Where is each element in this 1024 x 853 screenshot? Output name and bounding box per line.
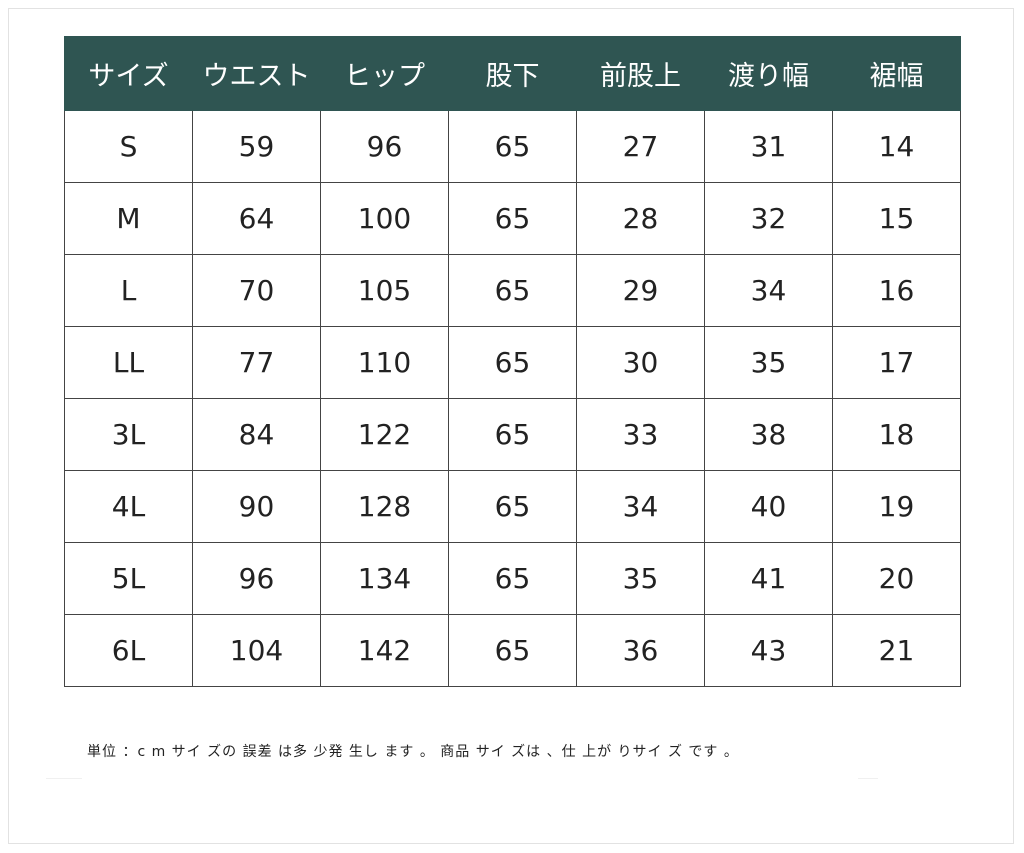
cell-hip: 110: [320, 326, 449, 399]
cell-inseam: 65: [448, 614, 577, 687]
table-row: LL 77 110 65 30 35 17: [64, 326, 961, 399]
header-row: サイズ ウエスト ヒップ 股下 前股上 渡り幅 裾幅: [64, 36, 961, 111]
cell-inseam: 65: [448, 398, 577, 471]
cell-hem-width: 20: [832, 542, 961, 615]
cell-size: LL: [64, 326, 193, 399]
header-front-rise: 前股上: [576, 36, 705, 111]
table-row: 5L 96 134 65 35 41 20: [64, 542, 961, 615]
cell-hip: 96: [320, 110, 449, 183]
divider-right: [858, 778, 878, 779]
cell-front-rise: 27: [576, 110, 705, 183]
cell-thigh-width: 35: [704, 326, 833, 399]
cell-hip: 105: [320, 254, 449, 327]
cell-waist: 104: [192, 614, 321, 687]
cell-front-rise: 33: [576, 398, 705, 471]
cell-thigh-width: 41: [704, 542, 833, 615]
page-frame: [8, 8, 1014, 844]
cell-hip: 122: [320, 398, 449, 471]
cell-front-rise: 34: [576, 470, 705, 543]
cell-front-rise: 36: [576, 614, 705, 687]
cell-front-rise: 35: [576, 542, 705, 615]
size-chart-table: サイズ ウエスト ヒップ 股下 前股上 渡り幅 裾幅 S 59 96 65 27 31 14…: [64, 36, 961, 687]
cell-waist: 84: [192, 398, 321, 471]
cell-size: 5L: [64, 542, 193, 615]
cell-inseam: 65: [448, 470, 577, 543]
cell-thigh-width: 34: [704, 254, 833, 327]
cell-hem-width: 14: [832, 110, 961, 183]
header-size: サイズ: [64, 36, 193, 111]
cell-waist: 64: [192, 182, 321, 255]
header-hip: ヒップ: [320, 36, 449, 111]
cell-hem-width: 18: [832, 398, 961, 471]
cell-waist: 70: [192, 254, 321, 327]
cell-thigh-width: 43: [704, 614, 833, 687]
cell-size: 6L: [64, 614, 193, 687]
cell-inseam: 65: [448, 254, 577, 327]
cell-thigh-width: 38: [704, 398, 833, 471]
cell-waist: 96: [192, 542, 321, 615]
header-hem-width: 裾幅: [832, 36, 961, 111]
cell-size: M: [64, 182, 193, 255]
table-row: 4L 90 128 65 34 40 19: [64, 470, 961, 543]
table-row: S 59 96 65 27 31 14: [64, 110, 961, 183]
unit-note: 単位 ：c m サイ ズの 誤差 は多 少発 生し ます 。 商品 サイ ズは …: [87, 744, 739, 760]
cell-size: S: [64, 110, 193, 183]
table-row: 6L 104 142 65 36 43 21: [64, 614, 961, 687]
cell-inseam: 65: [448, 182, 577, 255]
table-row: M 64 100 65 28 32 15: [64, 182, 961, 255]
cell-hem-width: 17: [832, 326, 961, 399]
header-inseam: 股下: [448, 36, 577, 111]
cell-thigh-width: 31: [704, 110, 833, 183]
cell-hip: 128: [320, 470, 449, 543]
cell-waist: 77: [192, 326, 321, 399]
cell-inseam: 65: [448, 110, 577, 183]
header-thigh-width: 渡り幅: [704, 36, 833, 111]
header-waist: ウエスト: [192, 36, 321, 111]
cell-hem-width: 19: [832, 470, 961, 543]
cell-size: L: [64, 254, 193, 327]
cell-hip: 134: [320, 542, 449, 615]
cell-front-rise: 30: [576, 326, 705, 399]
cell-thigh-width: 40: [704, 470, 833, 543]
cell-size: 4L: [64, 470, 193, 543]
cell-size: 3L: [64, 398, 193, 471]
cell-hem-width: 16: [832, 254, 961, 327]
cell-inseam: 65: [448, 542, 577, 615]
cell-inseam: 65: [448, 326, 577, 399]
table-row: L 70 105 65 29 34 16: [64, 254, 961, 327]
divider-left: [46, 778, 82, 779]
cell-hip: 142: [320, 614, 449, 687]
cell-thigh-width: 32: [704, 182, 833, 255]
cell-front-rise: 29: [576, 254, 705, 327]
cell-hem-width: 21: [832, 614, 961, 687]
cell-waist: 90: [192, 470, 321, 543]
table-row: 3L 84 122 65 33 38 18: [64, 398, 961, 471]
cell-front-rise: 28: [576, 182, 705, 255]
cell-waist: 59: [192, 110, 321, 183]
cell-hem-width: 15: [832, 182, 961, 255]
cell-hip: 100: [320, 182, 449, 255]
